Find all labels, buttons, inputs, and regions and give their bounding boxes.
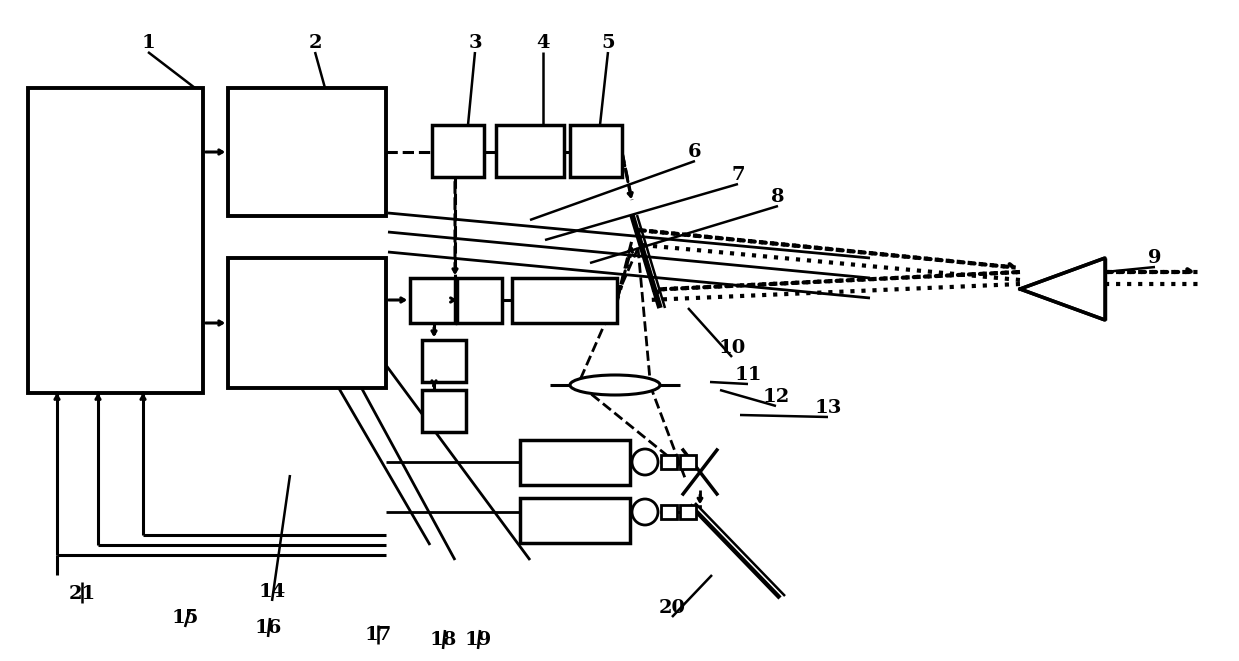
Text: 17: 17 [364, 626, 392, 644]
Bar [496, 125, 564, 177]
Text: 8: 8 [771, 188, 784, 206]
Text: 5: 5 [601, 34, 615, 52]
Bar [422, 390, 466, 432]
Bar [570, 125, 622, 177]
Bar [680, 505, 696, 519]
Ellipse shape [570, 375, 660, 395]
Text: 6: 6 [688, 143, 701, 161]
Bar [520, 440, 629, 485]
Text: 9: 9 [1149, 249, 1162, 267]
Bar [680, 455, 696, 469]
Bar [28, 88, 203, 393]
Text: 15: 15 [171, 609, 198, 627]
Text: 12: 12 [762, 388, 789, 406]
Text: 7: 7 [731, 166, 745, 184]
Text: 19: 19 [465, 631, 492, 649]
Bar [520, 498, 629, 543]
Text: 1: 1 [141, 34, 155, 52]
Text: 4: 4 [536, 34, 550, 52]
Text: 21: 21 [68, 585, 95, 603]
Text: 20: 20 [658, 599, 685, 617]
Text: 11: 11 [735, 366, 762, 384]
Bar [228, 258, 387, 388]
Bar [228, 88, 387, 216]
Bar [432, 125, 484, 177]
Text: 2: 2 [309, 34, 322, 52]
Bar [410, 278, 455, 323]
Circle shape [632, 499, 658, 525]
Bar [422, 340, 466, 382]
Text: 13: 13 [814, 399, 841, 417]
Text: 18: 18 [430, 631, 457, 649]
Circle shape [632, 449, 658, 475]
Text: 10: 10 [719, 339, 746, 357]
Bar [457, 278, 502, 323]
Text: 14: 14 [259, 583, 286, 601]
Text: 3: 3 [468, 34, 482, 52]
Bar [660, 505, 676, 519]
Bar [660, 455, 676, 469]
Bar [512, 278, 617, 323]
Text: 16: 16 [254, 619, 281, 637]
